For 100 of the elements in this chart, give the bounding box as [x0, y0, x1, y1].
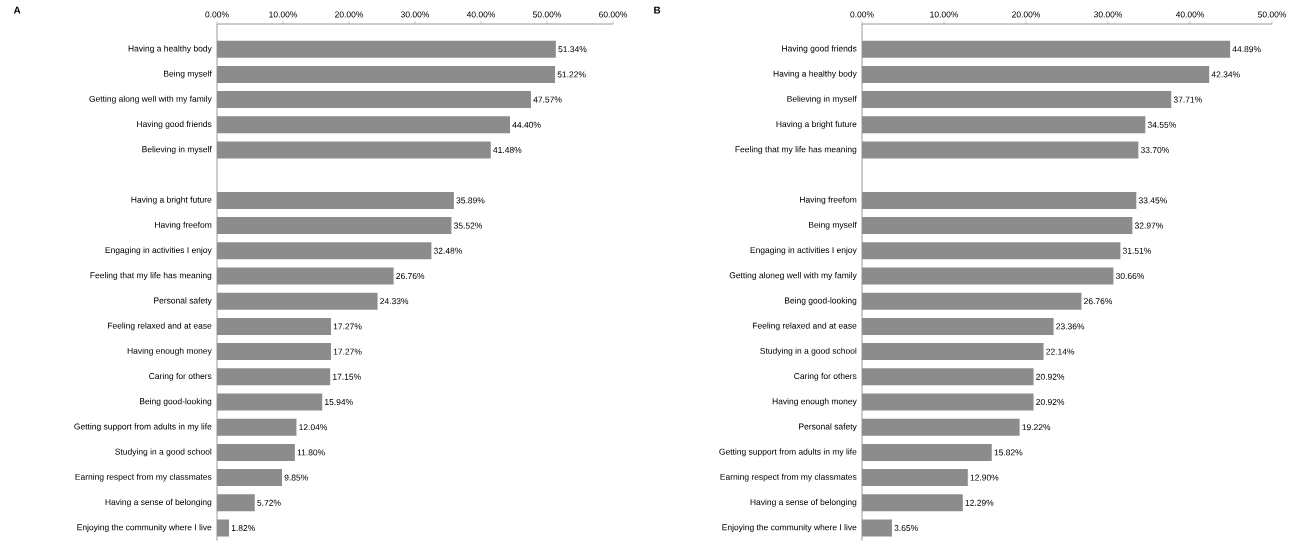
bar	[217, 519, 230, 537]
y-tick-label: Getting aloneg well with my family	[729, 272, 857, 280]
bar	[217, 368, 331, 386]
y-tick-label: Believing in myself	[787, 95, 857, 104]
data-label: 33.70%	[1140, 147, 1169, 153]
x-tick-label: 60.00%	[599, 11, 628, 18]
text: B	[654, 6, 661, 14]
data-label: 12.04%	[299, 424, 328, 431]
y-tick-label: Having a bright future	[131, 196, 212, 205]
y-tick-label: Personal safety	[799, 423, 857, 432]
bar	[217, 494, 255, 512]
bar	[217, 317, 331, 335]
data-label: 26.76%	[396, 273, 425, 279]
data-label: 44.89%	[1232, 46, 1261, 53]
y-tick-label: Getting support from adults in my life	[74, 423, 212, 432]
bar	[862, 519, 892, 537]
bar	[862, 91, 1172, 109]
data-label: 22.14%	[1046, 348, 1075, 355]
data-label: 20.92%	[1036, 373, 1065, 380]
bar	[217, 141, 491, 159]
bar	[862, 141, 1139, 159]
y-tick-label: Having good friends	[137, 120, 212, 129]
x-tick-label: 40.00%	[466, 11, 496, 18]
x-tick-label: 10.00%	[269, 11, 298, 18]
y-tick-label: Enjoying the community where I live	[722, 524, 857, 532]
data-label: 34.55%	[1147, 121, 1176, 128]
y-tick-label: Feeling relaxed and at ease	[752, 322, 857, 331]
x-tick-label: 40.00%	[1175, 11, 1205, 18]
y-tick-label: Having enough money	[772, 398, 857, 406]
y-tick-label: Engaging in activities I enjoy	[105, 246, 212, 255]
data-label: 33.45%	[1138, 197, 1167, 204]
x-tick-label: 20.00%	[1012, 11, 1041, 18]
data-label: 15.82%	[994, 449, 1023, 456]
y-tick-label: Studying in a good school	[760, 347, 857, 356]
text: A	[13, 6, 21, 14]
data-label: 37.71%	[1173, 96, 1202, 103]
data-label: 31.51%	[1122, 247, 1152, 254]
bar	[862, 443, 992, 461]
y-tick-label: Believing in myself	[142, 146, 212, 154]
data-label: 24.33%	[380, 298, 409, 305]
bar	[217, 116, 511, 134]
bar	[217, 91, 531, 109]
y-tick-label: Having freefom	[155, 221, 212, 230]
y-tick-label: Having a sense of belonging	[105, 498, 212, 507]
bar	[217, 191, 454, 209]
y-tick-label: Having a sense of belonging	[750, 498, 857, 507]
y-tick-label: Getting along well with my family	[89, 95, 212, 104]
data-label: 35.89%	[456, 197, 485, 204]
bar	[217, 292, 378, 310]
y-tick-label: Having a bright future	[776, 120, 857, 129]
bar	[862, 191, 1137, 209]
bar	[862, 494, 963, 512]
y-tick-label: Getting support from adults in my life	[719, 448, 857, 457]
data-label: 42.34%	[1211, 71, 1240, 78]
data-label: 12.90%	[970, 474, 999, 481]
data-label: 51.34%	[558, 46, 587, 53]
bar	[862, 368, 1034, 386]
data-label: 32.48%	[433, 247, 462, 254]
data-label: 19.22%	[1022, 424, 1051, 431]
bar	[217, 443, 295, 461]
y-tick-label: Having a healthy body	[773, 70, 857, 79]
bar	[862, 40, 1231, 58]
y-tick-label: Earning respect from my classmates	[75, 473, 212, 482]
bar	[862, 418, 1020, 436]
bar	[217, 343, 331, 361]
y-tick-label: Having a healthy body	[128, 45, 212, 54]
bar	[862, 317, 1054, 335]
y-tick-label: Being good-looking	[784, 297, 857, 306]
y-tick-label: Being myself	[164, 70, 212, 79]
data-label: 12.29%	[965, 499, 994, 506]
y-tick-label: Being myself	[809, 221, 857, 230]
data-label: 51.22%	[557, 71, 586, 78]
bar	[862, 292, 1082, 310]
data-label: 17.15%	[333, 373, 361, 380]
bar	[217, 242, 432, 260]
data-label: 47.57%	[533, 96, 562, 103]
y-tick-label: Earning respect from my classmates	[720, 473, 857, 482]
data-label: 41.48%	[493, 147, 522, 153]
data-label: 17.27%	[333, 323, 362, 330]
x-tick-label: 0.00%	[205, 11, 229, 18]
y-tick-label: Feeling relaxed and at ease	[107, 322, 212, 331]
bar	[217, 217, 452, 235]
bar	[217, 40, 556, 58]
y-tick-label: Feeling that my life has meaning	[735, 146, 857, 154]
y-tick-label: Personal safety	[154, 297, 212, 306]
data-label: 23.36%	[1056, 323, 1085, 330]
y-tick-label: Caring for others	[794, 372, 857, 381]
bar	[862, 267, 1114, 285]
x-tick-label: 0.00%	[850, 11, 874, 18]
bar	[862, 242, 1121, 260]
y-tick-label: Having good friends	[782, 45, 857, 54]
bar	[217, 393, 323, 411]
y-tick-label: Engaging in activities I enjoy	[750, 246, 857, 255]
bar	[217, 469, 283, 487]
y-tick-label: Feeling that my life has meaning	[90, 272, 212, 280]
x-tick-label: 50.00%	[1258, 11, 1287, 18]
data-label: 5.72%	[257, 499, 281, 506]
data-label: 3.65%	[894, 525, 918, 531]
data-label: 17.27%	[333, 348, 362, 355]
y-tick-label: Having freefom	[800, 196, 857, 205]
